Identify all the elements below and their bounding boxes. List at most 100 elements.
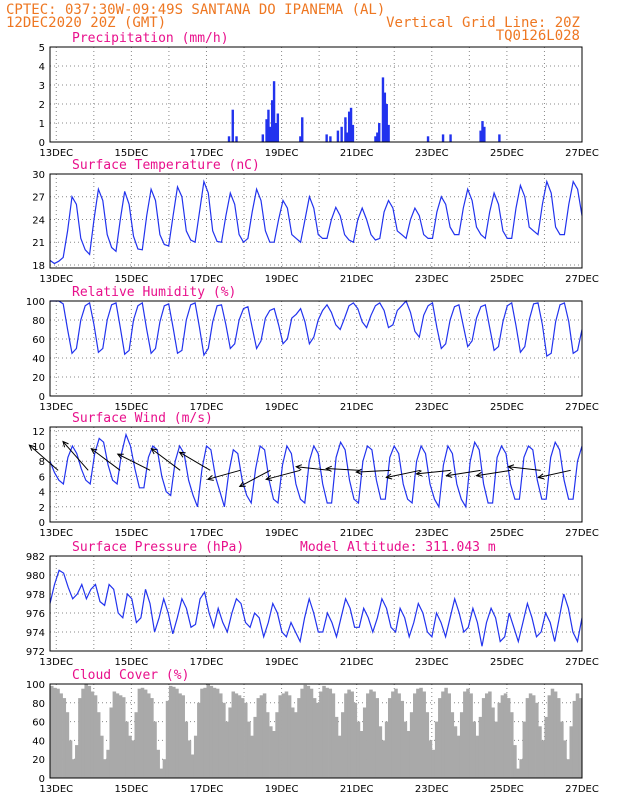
cloud-bar <box>112 691 117 778</box>
y-tick-label: 0 <box>39 392 45 403</box>
wind-vector-head <box>537 473 545 480</box>
y-tick-label: 5 <box>39 43 45 54</box>
cloud-bar <box>197 702 201 778</box>
cloud-bar <box>228 707 232 778</box>
cloud-bar <box>347 689 351 778</box>
y-tick-label: 1 <box>39 119 45 130</box>
wind-vector-head <box>150 448 158 455</box>
rh-series-line <box>50 299 583 358</box>
precip-bar <box>227 136 231 142</box>
cloud-bar <box>262 693 267 778</box>
x-tick-label: 27DEC <box>565 274 599 285</box>
cloud-bar <box>391 691 395 778</box>
cloud-bar <box>287 695 292 778</box>
precip-bar <box>479 130 482 142</box>
cloud-bar <box>128 735 132 778</box>
header-model-id: TQ0126L028 <box>496 28 580 44</box>
precip-bar <box>385 104 388 142</box>
x-tick-label: 27DEC <box>565 148 599 159</box>
cloud-bar <box>522 721 527 778</box>
x-tick-label: 27DEC <box>565 528 599 539</box>
x-tick-label: 23DEC <box>415 784 449 795</box>
panel-frame <box>49 683 583 779</box>
cloud-bar <box>409 712 414 778</box>
cloud-bar <box>572 700 577 778</box>
panel-title-rh: Relative Humidity (%) <box>72 285 236 300</box>
x-tick-label: 25DEC <box>490 657 524 668</box>
cloud-bar <box>381 740 386 778</box>
wind-vector-head <box>355 468 363 475</box>
panel-pres: Surface Pressure (hPa) Model Altitude: 31… <box>26 540 599 668</box>
y-tick-label: 60 <box>32 335 45 346</box>
cloud-bar <box>578 698 583 778</box>
x-tick-label: 13DEC <box>39 402 73 413</box>
cloud-bar <box>300 688 304 778</box>
precip-bar <box>329 136 332 142</box>
panel-frame <box>49 426 583 523</box>
wind-vector <box>356 469 391 473</box>
cloud-bar <box>103 759 107 778</box>
cloud-bar <box>306 685 311 778</box>
cloud-bar <box>484 693 489 778</box>
cloud-bar <box>550 688 555 778</box>
cloud-bar <box>472 721 476 778</box>
precip-bar <box>426 136 430 142</box>
cloud-bar <box>431 749 436 778</box>
cloud-bar <box>316 702 320 778</box>
y-tick-label: 12 <box>32 427 45 438</box>
panel-title-cloud: Cloud Cover (%) <box>72 668 189 683</box>
cloud-bar <box>494 721 498 778</box>
x-tick-label: 27DEC <box>565 402 599 413</box>
cloud-bar <box>359 731 364 778</box>
cloud-bar <box>84 684 88 778</box>
cloud-bar <box>384 721 389 778</box>
x-tick-label: 21DEC <box>340 528 374 539</box>
wind-vector <box>117 453 151 471</box>
cloud-bar <box>121 697 126 778</box>
wind-vector <box>326 468 361 471</box>
panel-frame <box>49 300 583 397</box>
precip-bar <box>374 136 377 142</box>
precip-bar <box>274 123 278 142</box>
header-grid-line-note: Vertical Grid Line: 20Z <box>386 15 580 31</box>
cloud-bar <box>281 693 286 778</box>
cloud-bar <box>575 693 580 778</box>
panel-frame <box>49 173 583 269</box>
wind-vector-head <box>206 474 214 481</box>
cloud-bar <box>147 693 151 778</box>
x-tick-label: 15DEC <box>115 784 149 795</box>
cloud-bar <box>218 693 223 778</box>
wind-vector <box>476 469 511 477</box>
cloud-bar <box>290 707 295 778</box>
cloud-bar <box>538 726 542 778</box>
panel-title-temp: Surface Temperature (nC) <box>72 158 260 173</box>
cloud-bar <box>269 726 273 778</box>
x-tick-label: 21DEC <box>340 274 374 285</box>
precip-bar <box>235 136 238 142</box>
panel-title-precip: Precipitation (mm/h) <box>72 31 229 46</box>
wind-vector <box>386 469 421 479</box>
cloud-bar <box>90 691 95 778</box>
cloud-bar <box>422 691 426 778</box>
panel-subtitle-pres: Model Altitude: 311.043 m <box>300 540 496 555</box>
cloud-bar <box>331 693 336 778</box>
cloud-bar <box>237 695 242 778</box>
y-tick-label: 974 <box>26 628 45 639</box>
wind-vector-head <box>415 470 423 477</box>
cloud-bar <box>96 712 101 778</box>
cloud-bar <box>284 691 289 778</box>
x-tick-label: 25DEC <box>490 528 524 539</box>
x-tick-label: 19DEC <box>265 402 299 413</box>
precip-bar <box>378 123 381 142</box>
wind-vector-head <box>385 473 393 480</box>
cloud-bar <box>319 691 323 778</box>
wind-vector <box>508 466 541 471</box>
x-tick-label: 15DEC <box>115 528 149 539</box>
y-tick-label: 972 <box>26 647 45 658</box>
cloud-bar <box>497 702 502 778</box>
cloud-bar <box>212 687 217 778</box>
y-tick-label: 80 <box>32 699 45 710</box>
cloud-bar <box>413 693 417 778</box>
wind-vector <box>296 466 331 471</box>
precip-bar <box>381 77 385 142</box>
